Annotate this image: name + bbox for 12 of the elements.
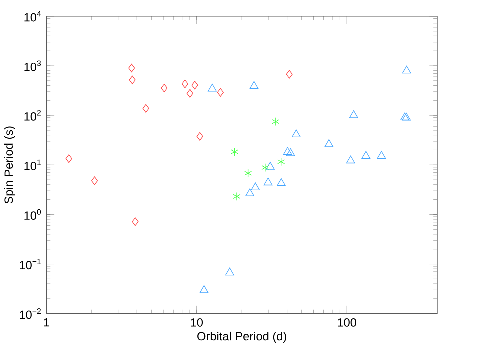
x-tick-label: 100 bbox=[338, 318, 356, 327]
y-tick-label: 10$^{1}$ bbox=[24, 160, 41, 170]
y-axis-title: Spin Period (s) bbox=[4, 126, 16, 204]
y-tick-label: 10$^{2}$ bbox=[24, 110, 41, 121]
x-axis-title: Orbital Period (d) bbox=[198, 332, 286, 343]
y-tick-label: 10$^{−2}$ bbox=[20, 308, 41, 319]
x-tick-label: 1 bbox=[44, 318, 50, 326]
y-tick-label: 10$^{4}$ bbox=[24, 10, 42, 22]
y-tick-label: 10$^{−1}$ bbox=[20, 258, 41, 270]
x-tick-label: 10 bbox=[191, 318, 204, 327]
y-tick-label: 10$^{0}$ bbox=[24, 209, 42, 220]
y-tick-label: 10$^{3}$ bbox=[24, 60, 42, 72]
